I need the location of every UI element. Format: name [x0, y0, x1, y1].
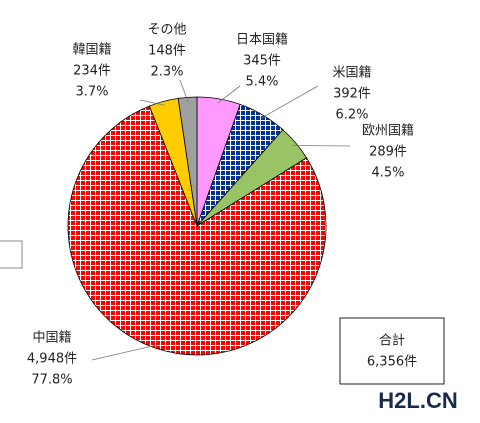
slice-percent: 3.7% [75, 85, 108, 100]
pie-slice [177, 96, 198, 227]
watermark: H2L.CN [378, 388, 457, 413]
leader-line [217, 85, 241, 104]
slice-percent: 6.2% [335, 108, 368, 123]
leader-line [91, 344, 158, 361]
slice-count: 392件 [333, 87, 371, 102]
slice-percent: 4.5% [371, 166, 404, 181]
frame-edge [0, 240, 23, 269]
leader-line [260, 85, 319, 119]
pie-slice [67, 105, 327, 356]
total-value: 6,356件 [367, 355, 417, 370]
slice-name: 日本国籍 [236, 32, 288, 48]
slice-percent: 5.4% [245, 75, 278, 90]
total-box [339, 317, 445, 385]
slice-count: 345件 [243, 54, 281, 69]
total-label: 合計 [379, 333, 405, 349]
leader-line [139, 99, 165, 106]
slice-name: 欧州国籍 [362, 123, 414, 139]
slice-percent: 77.8% [31, 373, 72, 388]
leader-line [179, 79, 189, 102]
slice-name: 米国籍 [332, 65, 371, 81]
slice-name: その他 [147, 23, 186, 38]
slice-count: 289件 [369, 145, 407, 160]
slice-count: 234件 [73, 64, 111, 79]
slice-count: 4,948件 [27, 352, 77, 367]
slice-count: 148件 [148, 44, 186, 59]
slice-name: 韓国籍 [72, 42, 111, 58]
slice-name: 中国籍 [32, 330, 71, 346]
slice-percent: 2.3% [150, 65, 183, 80]
